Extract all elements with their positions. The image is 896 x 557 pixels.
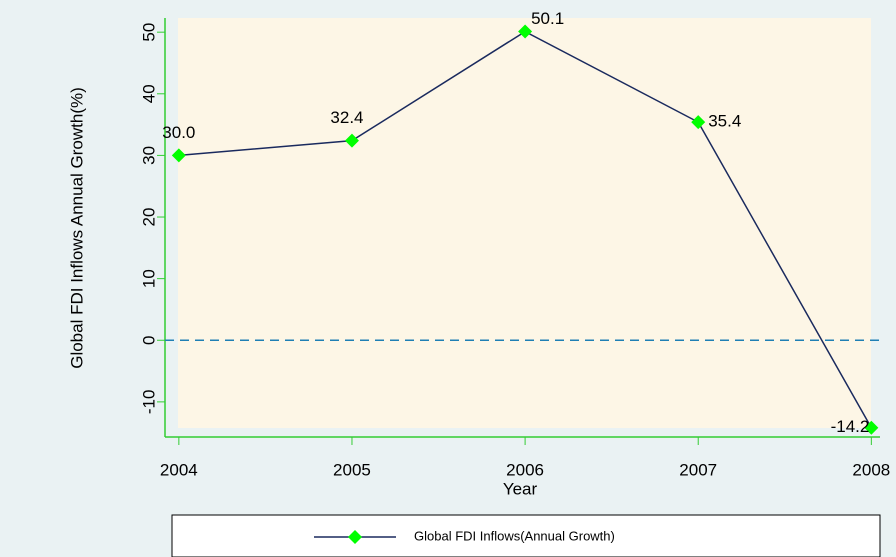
y-tick-label: 40 <box>139 84 158 103</box>
x-axis-title: Year <box>503 479 538 498</box>
y-tick-label: 50 <box>139 23 158 42</box>
y-axis-title: Global FDI Inflows Annual Growth(%) <box>67 87 86 369</box>
x-tick-label: 2008 <box>852 460 890 479</box>
legend-marker <box>348 530 362 544</box>
data-label: 30.0 <box>162 123 195 142</box>
y-tick-label: 0 <box>139 336 158 345</box>
marker <box>171 148 186 163</box>
x-tick-label: 2007 <box>679 460 717 479</box>
x-tick-label: 2005 <box>333 460 371 479</box>
marker <box>691 115 706 130</box>
data-label: 50.1 <box>531 9 564 28</box>
x-tick-label: 2006 <box>506 460 544 479</box>
legend <box>171 514 881 557</box>
plot-area <box>178 18 871 428</box>
marker <box>344 133 359 148</box>
x-tick-label: 2004 <box>160 460 198 479</box>
data-label: 32.4 <box>330 108 363 127</box>
y-tick-label: 10 <box>139 269 158 288</box>
marker <box>518 24 533 39</box>
legend-label: Global FDI Inflows(Annual Growth) <box>414 528 615 543</box>
data-label: 35.4 <box>708 112 741 131</box>
marker <box>864 420 879 435</box>
y-tick-label: 30 <box>139 146 158 165</box>
y-tick-label: -10 <box>139 390 158 415</box>
data-label: -14.2 <box>831 417 870 436</box>
y-tick-label: 20 <box>139 208 158 227</box>
